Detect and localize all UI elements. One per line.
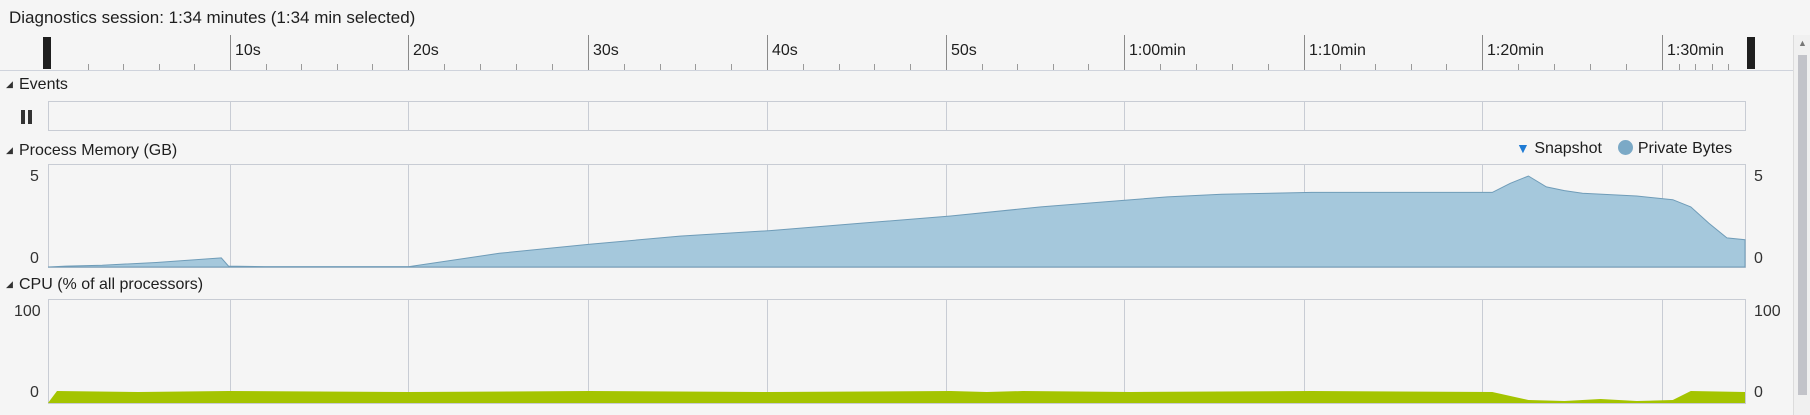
session-title: Diagnostics session: 1:34 minutes (1:34 … bbox=[9, 8, 416, 27]
cpu-section-header[interactable]: ◢ CPU (% of all processors) bbox=[6, 276, 203, 294]
memory-chart[interactable] bbox=[0, 164, 1810, 268]
scroll-thumb[interactable] bbox=[1798, 55, 1807, 395]
session-header: Diagnostics session: 1:34 minutes (1:34 … bbox=[0, 0, 1810, 36]
selection-end-handle[interactable] bbox=[1747, 37, 1755, 69]
events-title: Events bbox=[19, 76, 68, 93]
private-bytes-dot-icon bbox=[1618, 140, 1634, 155]
vertical-scrollbar[interactable]: ▲ bbox=[1793, 35, 1810, 415]
memory-legend: ▼ Snapshot Private Bytes bbox=[1516, 140, 1732, 158]
cpu-y-min-left: 0 bbox=[30, 384, 39, 401]
memory-y-max-right: 5 bbox=[1754, 168, 1763, 185]
scroll-up-arrow-icon[interactable]: ▲ bbox=[1798, 38, 1807, 48]
events-track[interactable] bbox=[0, 101, 1810, 131]
cpu-chart[interactable] bbox=[0, 299, 1810, 404]
ruler-tick-label: 50s bbox=[951, 42, 977, 59]
private-bytes-area bbox=[47, 175, 1746, 268]
memory-y-min-left: 0 bbox=[30, 250, 39, 267]
snapshot-triangle-icon: ▼ bbox=[1516, 140, 1530, 156]
collapse-triangle-icon[interactable]: ◢ bbox=[6, 79, 13, 89]
cpu-y-max-right: 100 bbox=[1754, 303, 1781, 320]
ruler-tick-label: 10s bbox=[235, 42, 261, 59]
cpu-y-max-left: 100 bbox=[14, 303, 41, 320]
memory-y-max-left: 5 bbox=[30, 168, 39, 185]
ruler-tick-label: 1:20min bbox=[1487, 42, 1544, 59]
legend-private-bytes-label: Private Bytes bbox=[1637, 140, 1733, 157]
ruler-tick-label: 1:00min bbox=[1129, 42, 1186, 59]
cpu-usage-area bbox=[48, 391, 1745, 403]
timeline-ruler[interactable]: 10s 20s 30s 40s 50s 1:00min 1:10min 1:20min 1:30… bbox=[0, 35, 1810, 71]
ruler-tick-label: 1:30min bbox=[1667, 42, 1724, 59]
memory-section-header[interactable]: ◢ Process Memory (GB) bbox=[6, 142, 177, 160]
cpu-title: CPU (% of all processors) bbox=[19, 276, 204, 293]
ruler-tick-label: 1:10min bbox=[1309, 42, 1366, 59]
selection-start-handle[interactable] bbox=[43, 37, 51, 69]
legend-snapshot-label: Snapshot bbox=[1534, 140, 1602, 157]
events-section-header[interactable]: ◢ Events bbox=[6, 76, 68, 94]
pause-icon[interactable] bbox=[20, 110, 34, 124]
memory-y-min-right: 0 bbox=[1754, 250, 1763, 267]
memory-title: Process Memory (GB) bbox=[19, 142, 178, 159]
ruler-tick-label: 30s bbox=[593, 42, 619, 59]
cpu-y-min-right: 0 bbox=[1754, 384, 1763, 401]
collapse-triangle-icon[interactable]: ◢ bbox=[6, 279, 13, 289]
ruler-tick-label: 20s bbox=[413, 42, 439, 59]
ruler-tick-label: 40s bbox=[772, 42, 798, 59]
collapse-triangle-icon[interactable]: ◢ bbox=[6, 145, 13, 155]
